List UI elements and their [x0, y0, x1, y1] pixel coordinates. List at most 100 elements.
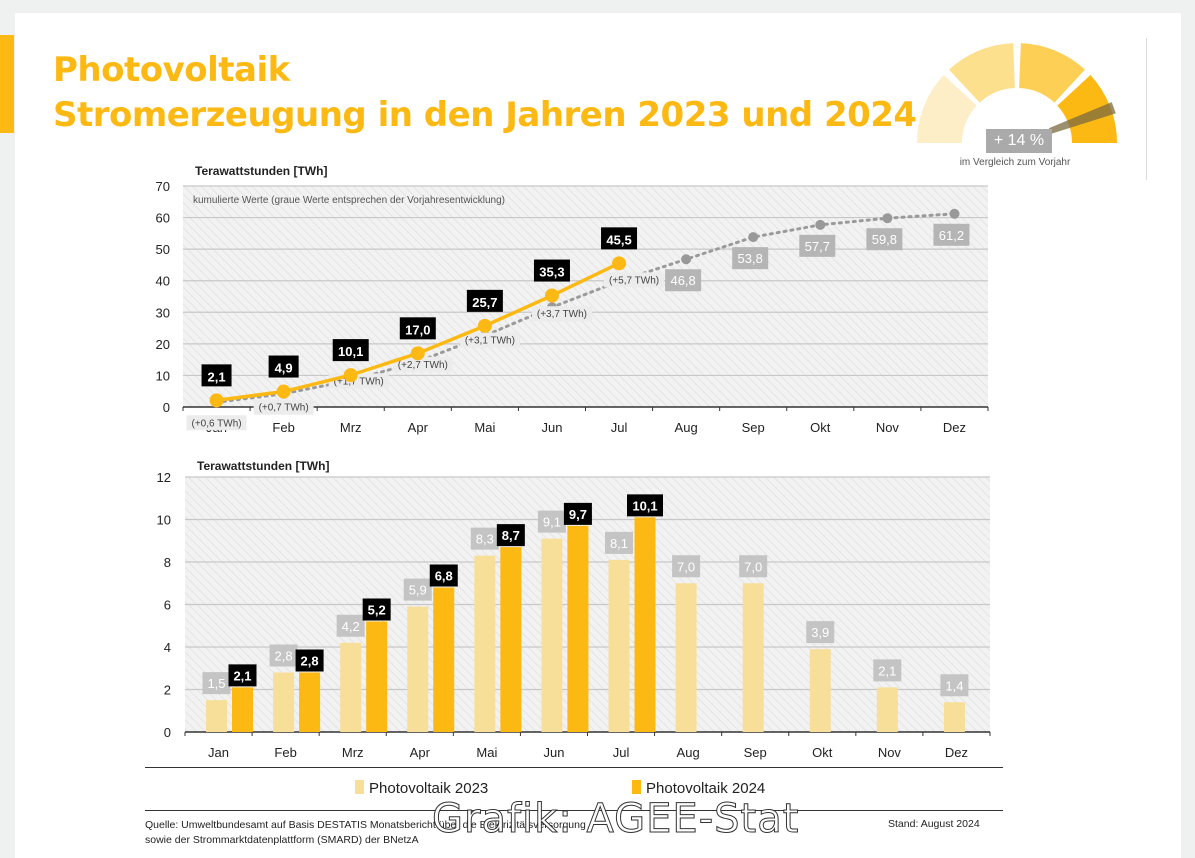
stand-date: Stand: August 2024 [888, 818, 980, 830]
bar-2023 [340, 642, 362, 732]
bar-2023 [273, 672, 295, 732]
current-year-label-box [399, 317, 436, 340]
current-year-label-box [332, 339, 369, 362]
current-year-point [544, 288, 559, 303]
bar-2023-label-box [537, 510, 566, 533]
bar-2023 [742, 583, 764, 732]
bar-2024-label: 2,1 [233, 668, 251, 683]
y-tick-label: 8 [164, 555, 171, 570]
x-tick-label: Mrz [342, 745, 364, 760]
x-tick-label: Aug [677, 745, 700, 760]
current-year-point [209, 393, 224, 408]
bar-2023 [675, 583, 697, 732]
prior-year-label: 57,7 [805, 239, 830, 254]
bar-2023-label: 1,5 [207, 676, 225, 691]
gauge-segment [917, 75, 977, 143]
bar-2023-label-box [806, 621, 835, 644]
title-line-1: Photovoltaik [53, 50, 290, 90]
bar-2024-label: 8,7 [502, 528, 520, 543]
x-tick-label: Mai [476, 745, 497, 760]
y-tick-label: 0 [163, 400, 170, 415]
bar-2024-label: 6,8 [435, 569, 453, 584]
bar-2023 [943, 702, 965, 732]
difference-label-box [604, 272, 665, 288]
x-tick-label: Okt [812, 745, 833, 760]
current-year-label: 35,3 [539, 265, 564, 280]
x-tick-label: Apr [410, 745, 431, 760]
current-year-label-box [466, 289, 503, 312]
current-year-point [410, 346, 425, 361]
bar-2024-label-box [496, 524, 525, 547]
difference-label-box [253, 399, 314, 415]
prior-year-label: 46,8 [670, 273, 695, 288]
bar-2023-label-box [672, 555, 701, 578]
difference-label: (+0,7 TWh) [259, 403, 309, 414]
x-tick-label: Feb [274, 745, 296, 760]
bar-2023-label-box [739, 555, 768, 578]
bar-2024-label: 2,8 [301, 654, 319, 669]
prior-year-label: 59,8 [872, 232, 897, 247]
difference-label: (+0,6 TWh) [191, 418, 241, 429]
x-tick-label: Jul [611, 420, 628, 435]
bar-2023-label-box [202, 672, 231, 695]
bar-2023-label: 5,9 [409, 583, 427, 598]
legend-rule-bottom [145, 810, 1003, 811]
y-tick-label: 60 [156, 211, 170, 226]
legend-item-2023: Photovoltaik 2023 [355, 780, 488, 797]
prior-year-label: 53,8 [738, 251, 763, 266]
legend-swatch-2024 [632, 780, 641, 794]
difference-label: (+1,7 TWh) [334, 376, 384, 387]
difference-label: (+2,7 TWh) [398, 360, 448, 371]
current-year-label-box [601, 227, 638, 250]
difference-label-box [531, 306, 592, 322]
current-year-point [477, 318, 492, 333]
source-note: Quelle: Umweltbundesamt auf Basis DESTAT… [145, 818, 586, 848]
source-line-2: sowie der Strommarktdatenplattform (SMAR… [145, 834, 419, 846]
bar-2024-label-box [429, 564, 458, 587]
bar-2023-label: 8,3 [476, 532, 494, 547]
bar-2023-label-box [336, 614, 365, 637]
bar-2024-label-box [627, 494, 663, 517]
bar-2023 [876, 687, 898, 732]
x-tick-label: Mrz [340, 420, 362, 435]
legend-label-2024: Photovoltaik 2024 [646, 780, 766, 797]
current-year-label: 4,9 [275, 361, 293, 376]
current-year-label: 25,7 [472, 295, 497, 310]
y-tick-label: 30 [156, 305, 170, 320]
bar-2023 [407, 606, 429, 732]
gauge-value-label: + 14 % [986, 129, 1052, 153]
bar-2024 [567, 525, 589, 732]
current-year-label-box [268, 355, 299, 378]
y-tick-label: 10 [156, 368, 170, 383]
prior-year-label-box [665, 269, 702, 292]
x-tick-label: Jul [613, 745, 630, 760]
bar-2024-label-box [295, 649, 324, 672]
difference-label-box [459, 332, 520, 348]
difference-label-box [186, 415, 247, 431]
bar-2023-label: 9,1 [543, 515, 561, 530]
bar-2023-label: 4,2 [342, 619, 360, 634]
bar-2023-label: 2,1 [878, 663, 896, 678]
x-tick-label: Sep [742, 420, 765, 435]
prior-year-label: 61,2 [939, 228, 964, 243]
x-tick-label: Mai [474, 420, 495, 435]
y-tick-label: 10 [157, 513, 171, 528]
page-title: Photovoltaik Stromerzeugung in den Jahre… [53, 48, 917, 138]
bar-2024 [500, 547, 522, 732]
x-tick-label: Jun [541, 420, 562, 435]
prior-year-point [748, 232, 759, 243]
bar-2024-label-box [563, 502, 592, 525]
bar-2023 [474, 555, 496, 732]
y-tick-label: 2 [164, 683, 171, 698]
monthly-bar-chart: Terawattstunden [TWh] 0 2 4 6 8 10 12 Jan Feb Mrz A… [157, 459, 991, 760]
prior-year-label-box [866, 228, 903, 251]
bar-2023 [809, 649, 831, 732]
y-tick-label: 4 [164, 640, 171, 655]
divider [1146, 38, 1147, 180]
current-year-label-box [201, 364, 232, 387]
prior-year-point [949, 208, 960, 219]
bar-2024-label: 5,2 [368, 603, 386, 618]
y-tick-label: 6 [164, 598, 171, 613]
current-year-point [612, 256, 627, 271]
prior-year-point [882, 213, 893, 224]
